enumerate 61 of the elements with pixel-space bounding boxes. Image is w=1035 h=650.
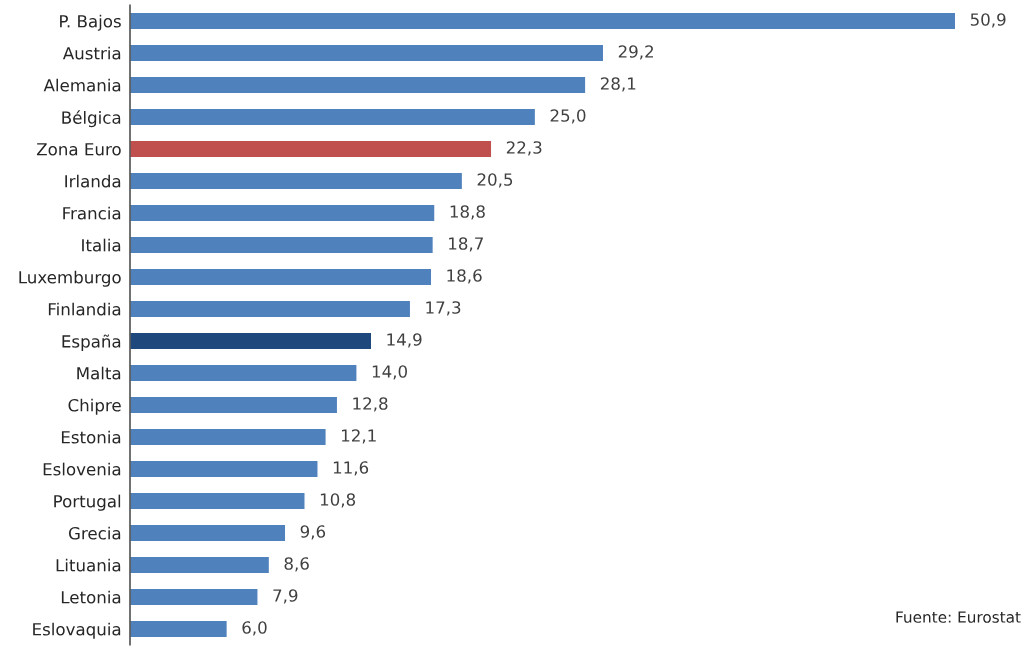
y-tick-label: Estonia	[61, 430, 121, 444]
data-label: 28,1	[600, 77, 636, 92]
y-tick-label: Malta	[77, 366, 121, 380]
data-label: 11,6	[333, 461, 369, 476]
data-label: 50,9	[970, 13, 1006, 28]
bar	[130, 523, 287, 543]
y-tick-label: Portugal	[54, 494, 121, 511]
bar	[130, 235, 435, 255]
y-tick-label: Eslovenia	[43, 462, 121, 476]
y-tick-label: Italia	[82, 238, 121, 252]
data-label: 17,3	[426, 301, 461, 316]
y-tick-label: Luxemburgo	[19, 270, 121, 287]
bar	[130, 555, 271, 575]
y-tick-label: Austria	[62, 46, 121, 60]
data-label: 12,1	[342, 429, 376, 444]
bar	[130, 171, 464, 191]
bar	[130, 75, 587, 95]
bar	[130, 587, 259, 607]
bar	[130, 299, 412, 319]
data-label: 9,6	[300, 525, 326, 540]
data-label: 22,3	[506, 141, 542, 156]
data-label: 7,9	[273, 589, 298, 604]
y-tick-label: Finlandia	[48, 302, 121, 316]
y-tick-label: Letonia	[61, 590, 121, 604]
bar	[130, 619, 229, 639]
data-label: 8,6	[284, 557, 309, 572]
bar	[130, 139, 493, 159]
bar	[130, 203, 436, 223]
data-label: 14,0	[372, 365, 407, 380]
y-tick-label: Francia	[63, 206, 121, 220]
data-label: 18,8	[450, 205, 485, 220]
bar	[130, 427, 327, 447]
y-tick-label: Lituania	[56, 558, 121, 572]
data-label: 20,5	[477, 173, 513, 188]
bar	[130, 331, 373, 351]
y-tick-label: España	[62, 334, 121, 351]
y-tick-label: Eslovaquia	[33, 622, 121, 639]
y-tick-label: P. Bajos	[60, 14, 121, 31]
data-label: 25,0	[550, 109, 586, 124]
data-label: 29,2	[618, 45, 654, 60]
data-label: 14,9	[387, 333, 422, 348]
bar	[130, 43, 605, 63]
y-tick-label: Chipre	[68, 398, 121, 415]
y-tick-label: Grecia	[68, 526, 121, 540]
bar	[130, 491, 306, 511]
bar	[130, 395, 339, 415]
data-label: 6,0	[242, 621, 267, 636]
data-label: 18,7	[449, 237, 483, 252]
bar	[130, 11, 957, 31]
data-label: 18,6	[447, 269, 482, 284]
bar	[130, 459, 319, 479]
y-tick-label: Irlanda	[65, 174, 121, 188]
data-label: 12,8	[353, 397, 388, 412]
bar	[130, 363, 358, 383]
y-tick-label: Bélgica	[62, 110, 121, 128]
bar	[130, 107, 537, 127]
annotation: Fuente: Eurostat	[896, 611, 1021, 623]
bar	[130, 267, 433, 287]
y-tick-label: Alemania	[43, 78, 121, 92]
data-label: 10,8	[320, 493, 356, 508]
y-tick-label: Zona Euro	[36, 143, 121, 156]
